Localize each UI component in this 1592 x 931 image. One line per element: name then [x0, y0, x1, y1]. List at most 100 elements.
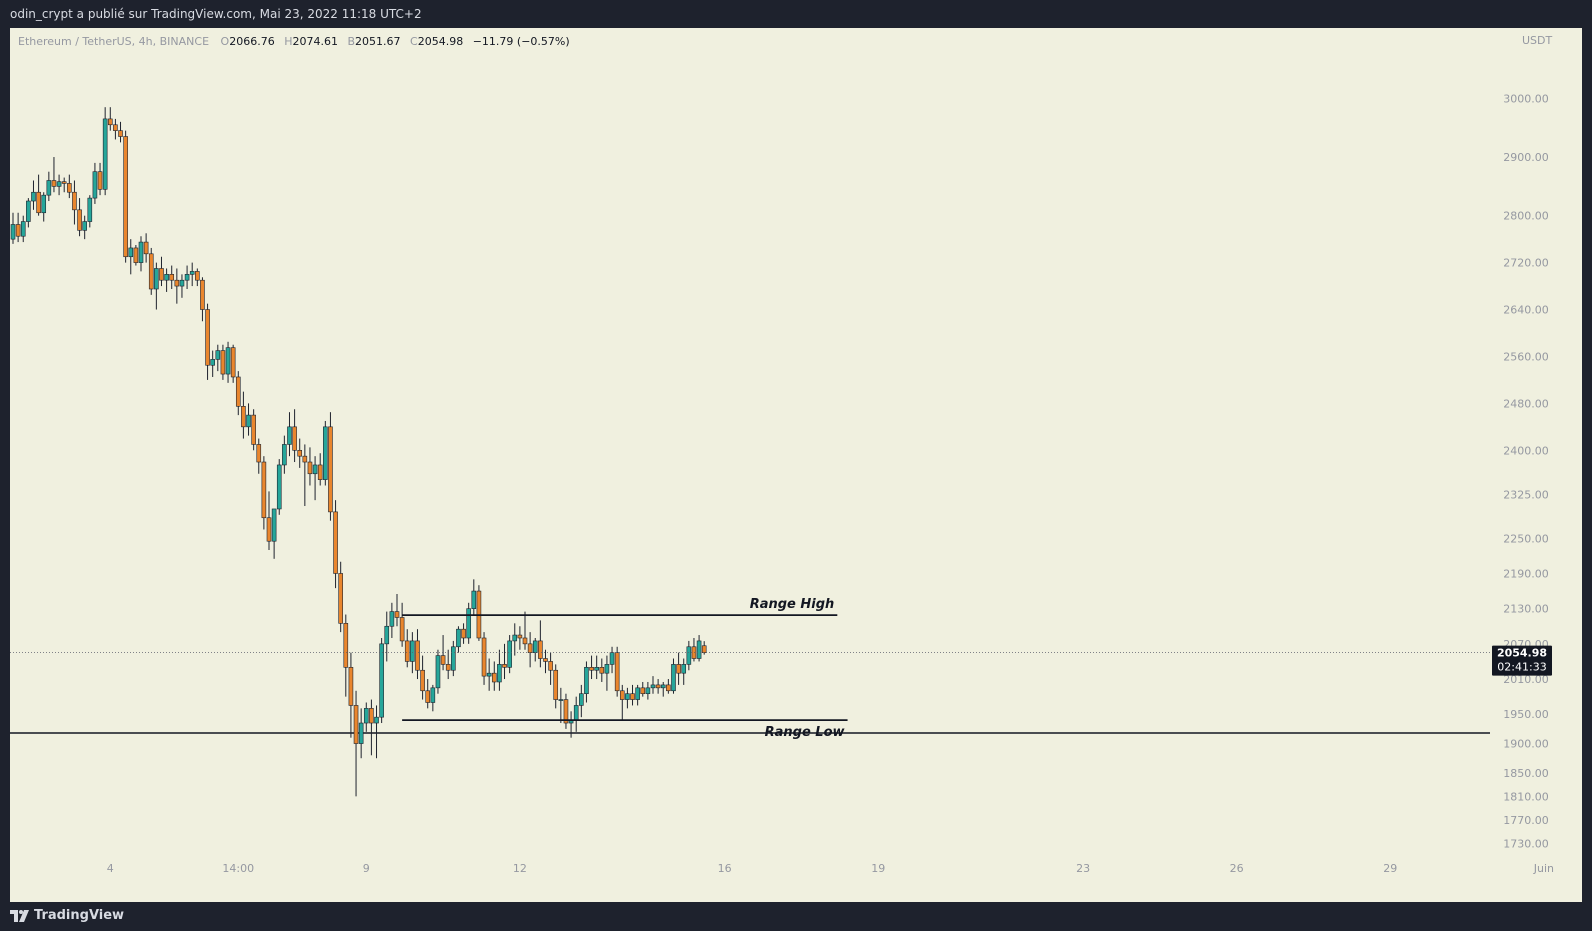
- candle[interactable]: [394, 593, 400, 627]
- candle[interactable]: [686, 640, 692, 671]
- candle[interactable]: [159, 256, 164, 287]
- candle[interactable]: [307, 447, 313, 486]
- candle[interactable]: [650, 676, 656, 694]
- candle[interactable]: [384, 611, 390, 662]
- candle[interactable]: [61, 177, 67, 193]
- candle[interactable]: [430, 684, 436, 712]
- candle[interactable]: [256, 438, 262, 474]
- candle[interactable]: [604, 655, 610, 691]
- candle[interactable]: [609, 646, 615, 674]
- candle[interactable]: [655, 679, 661, 694]
- candle[interactable]: [77, 198, 82, 237]
- candle[interactable]: [589, 655, 594, 680]
- candle[interactable]: [594, 655, 599, 680]
- candle[interactable]: [579, 684, 584, 718]
- candle[interactable]: [358, 708, 364, 759]
- candle[interactable]: [189, 262, 195, 287]
- candle[interactable]: [466, 602, 471, 644]
- candle[interactable]: [31, 180, 36, 210]
- candle[interactable]: [184, 265, 190, 290]
- candle[interactable]: [123, 130, 128, 263]
- candle[interactable]: [389, 602, 395, 638]
- candle[interactable]: [154, 262, 159, 310]
- candle[interactable]: [461, 623, 466, 644]
- candle[interactable]: [297, 438, 303, 468]
- tradingview-logo-icon[interactable]: [10, 908, 30, 924]
- candle[interactable]: [497, 649, 502, 691]
- candle[interactable]: [502, 643, 507, 680]
- candle[interactable]: [374, 705, 379, 759]
- candle[interactable]: [676, 652, 681, 685]
- candle[interactable]: [113, 118, 118, 140]
- candle[interactable]: [41, 192, 47, 222]
- candle[interactable]: [440, 635, 446, 671]
- candle[interactable]: [435, 649, 441, 694]
- candle[interactable]: [251, 409, 256, 451]
- candle[interactable]: [543, 649, 548, 674]
- candle[interactable]: [333, 500, 338, 589]
- candle[interactable]: [143, 233, 149, 263]
- candle[interactable]: [72, 180, 77, 225]
- candle[interactable]: [133, 245, 139, 266]
- candle[interactable]: [445, 649, 451, 680]
- candle[interactable]: [10, 212, 16, 244]
- candle[interactable]: [200, 277, 205, 322]
- candle[interactable]: [348, 652, 354, 738]
- candle[interactable]: [67, 174, 72, 199]
- candle[interactable]: [230, 344, 236, 383]
- candle[interactable]: [614, 646, 620, 697]
- candle[interactable]: [548, 652, 553, 685]
- candle[interactable]: [292, 409, 297, 463]
- candle[interactable]: [302, 444, 308, 507]
- candle[interactable]: [512, 623, 518, 656]
- candle[interactable]: [522, 611, 528, 650]
- candle[interactable]: [619, 684, 625, 721]
- candle[interactable]: [681, 658, 687, 685]
- candle[interactable]: [317, 453, 323, 486]
- candle[interactable]: [246, 403, 251, 436]
- candle[interactable]: [118, 121, 123, 143]
- candle[interactable]: [138, 236, 144, 272]
- candle[interactable]: [287, 412, 292, 457]
- candle[interactable]: [241, 391, 246, 439]
- candle[interactable]: [404, 629, 410, 668]
- candle[interactable]: [425, 679, 431, 709]
- candle[interactable]: [36, 174, 41, 216]
- candle[interactable]: [338, 561, 343, 633]
- candle[interactable]: [507, 635, 512, 674]
- candle[interactable]: [660, 681, 666, 697]
- candle[interactable]: [312, 456, 318, 501]
- candle[interactable]: [630, 684, 635, 706]
- candle[interactable]: [271, 508, 277, 559]
- candle[interactable]: [415, 629, 420, 680]
- candle[interactable]: [527, 632, 533, 668]
- candle[interactable]: [666, 679, 671, 694]
- candle[interactable]: [128, 239, 134, 275]
- candle[interactable]: [481, 632, 487, 685]
- candle[interactable]: [369, 699, 374, 756]
- candle[interactable]: [261, 456, 267, 530]
- candle[interactable]: [220, 344, 226, 380]
- candle[interactable]: [420, 655, 425, 700]
- candle[interactable]: [46, 171, 52, 202]
- candle[interactable]: [486, 658, 492, 691]
- candle[interactable]: [645, 681, 651, 700]
- candle[interactable]: [179, 274, 185, 298]
- candle[interactable]: [471, 579, 477, 615]
- candle[interactable]: [363, 702, 369, 732]
- candle[interactable]: [87, 195, 93, 228]
- candle[interactable]: [640, 681, 646, 697]
- candle[interactable]: [584, 661, 589, 703]
- candle[interactable]: [553, 664, 559, 709]
- candle[interactable]: [343, 614, 349, 697]
- candle[interactable]: [276, 459, 282, 515]
- candle[interactable]: [174, 268, 180, 304]
- candle[interactable]: [215, 344, 221, 372]
- candle[interactable]: [635, 684, 640, 706]
- candle[interactable]: [205, 303, 210, 380]
- candle[interactable]: [225, 341, 231, 383]
- candle[interactable]: [491, 661, 497, 691]
- candle[interactable]: [517, 626, 523, 650]
- candle[interactable]: [148, 247, 154, 295]
